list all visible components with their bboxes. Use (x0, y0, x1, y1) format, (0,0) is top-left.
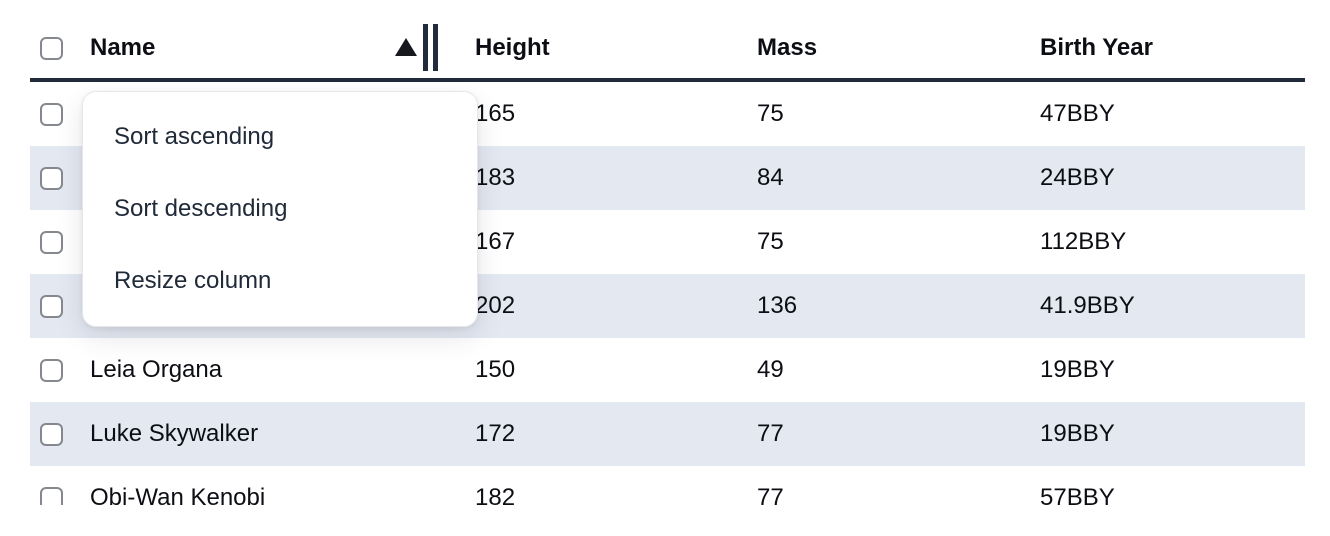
cell-name: Luke Skywalker (90, 420, 259, 447)
table-row: Obi-Wan Kenobi 182 77 57BBY (30, 466, 1305, 505)
column-header-height[interactable]: Height (475, 34, 550, 61)
column-header-name[interactable]: Name (90, 34, 156, 61)
characters-table: Name Height Mass Birth Year 165 75 47BBY (30, 0, 1305, 505)
cell-height: 165 (475, 100, 516, 127)
row-checkbox[interactable] (40, 358, 63, 382)
cell-height: 167 (475, 228, 516, 255)
row-checkbox[interactable] (40, 422, 63, 446)
row-checkbox[interactable] (40, 486, 63, 505)
cell-birth-year: 19BBY (1040, 356, 1115, 383)
menu-item-sort-descending[interactable]: Sort descending (114, 195, 288, 222)
cell-mass: 77 (757, 484, 784, 505)
cell-height: 150 (475, 356, 516, 383)
cell-height: 182 (475, 484, 516, 505)
column-header-context-menu: Sort ascending Sort descending Resize co… (82, 91, 478, 327)
menu-item-sort-ascending[interactable]: Sort ascending (114, 123, 275, 150)
cell-mass: 75 (757, 100, 784, 127)
cell-height: 202 (475, 292, 516, 319)
cell-name: Obi-Wan Kenobi (90, 484, 266, 505)
cell-mass: 84 (757, 164, 784, 191)
cell-height: 172 (475, 420, 516, 447)
cell-birth-year: 19BBY (1040, 420, 1115, 447)
cell-mass: 136 (757, 292, 798, 319)
row-checkbox[interactable] (40, 102, 63, 126)
cell-birth-year: 57BBY (1040, 484, 1115, 505)
table-body: 165 75 47BBY 183 84 24BBY 167 75 112BB (30, 82, 1305, 505)
cell-mass: 49 (757, 356, 784, 383)
cell-birth-year: 41.9BBY (1040, 292, 1135, 319)
select-all-checkbox[interactable] (40, 36, 63, 60)
table-row: Leia Organa 150 49 19BBY (30, 338, 1305, 402)
cell-mass: 75 (757, 228, 784, 255)
cell-birth-year: 112BBY (1040, 228, 1127, 255)
row-checkbox[interactable] (40, 230, 63, 254)
header-select-cell (30, 36, 90, 60)
cell-height: 183 (475, 164, 516, 191)
cell-birth-year: 24BBY (1040, 164, 1115, 191)
table-header-row: Name Height Mass Birth Year (30, 0, 1305, 82)
column-header-birth-year[interactable]: Birth Year (1040, 34, 1153, 61)
column-resize-handle-icon[interactable] (423, 24, 438, 71)
cell-mass: 77 (757, 420, 784, 447)
cell-name: Leia Organa (90, 356, 223, 383)
table-viewport: Name Height Mass Birth Year 165 75 47BBY (30, 0, 1305, 505)
menu-item-resize-column[interactable]: Resize column (114, 267, 272, 294)
header-name-cell: Name (90, 24, 475, 71)
table-row: Luke Skywalker 172 77 19BBY (30, 402, 1305, 466)
row-checkbox[interactable] (40, 294, 63, 318)
sort-ascending-triangle-icon (395, 38, 417, 56)
cell-birth-year: 47BBY (1040, 100, 1115, 127)
row-checkbox[interactable] (40, 166, 63, 190)
column-header-mass[interactable]: Mass (757, 34, 818, 61)
